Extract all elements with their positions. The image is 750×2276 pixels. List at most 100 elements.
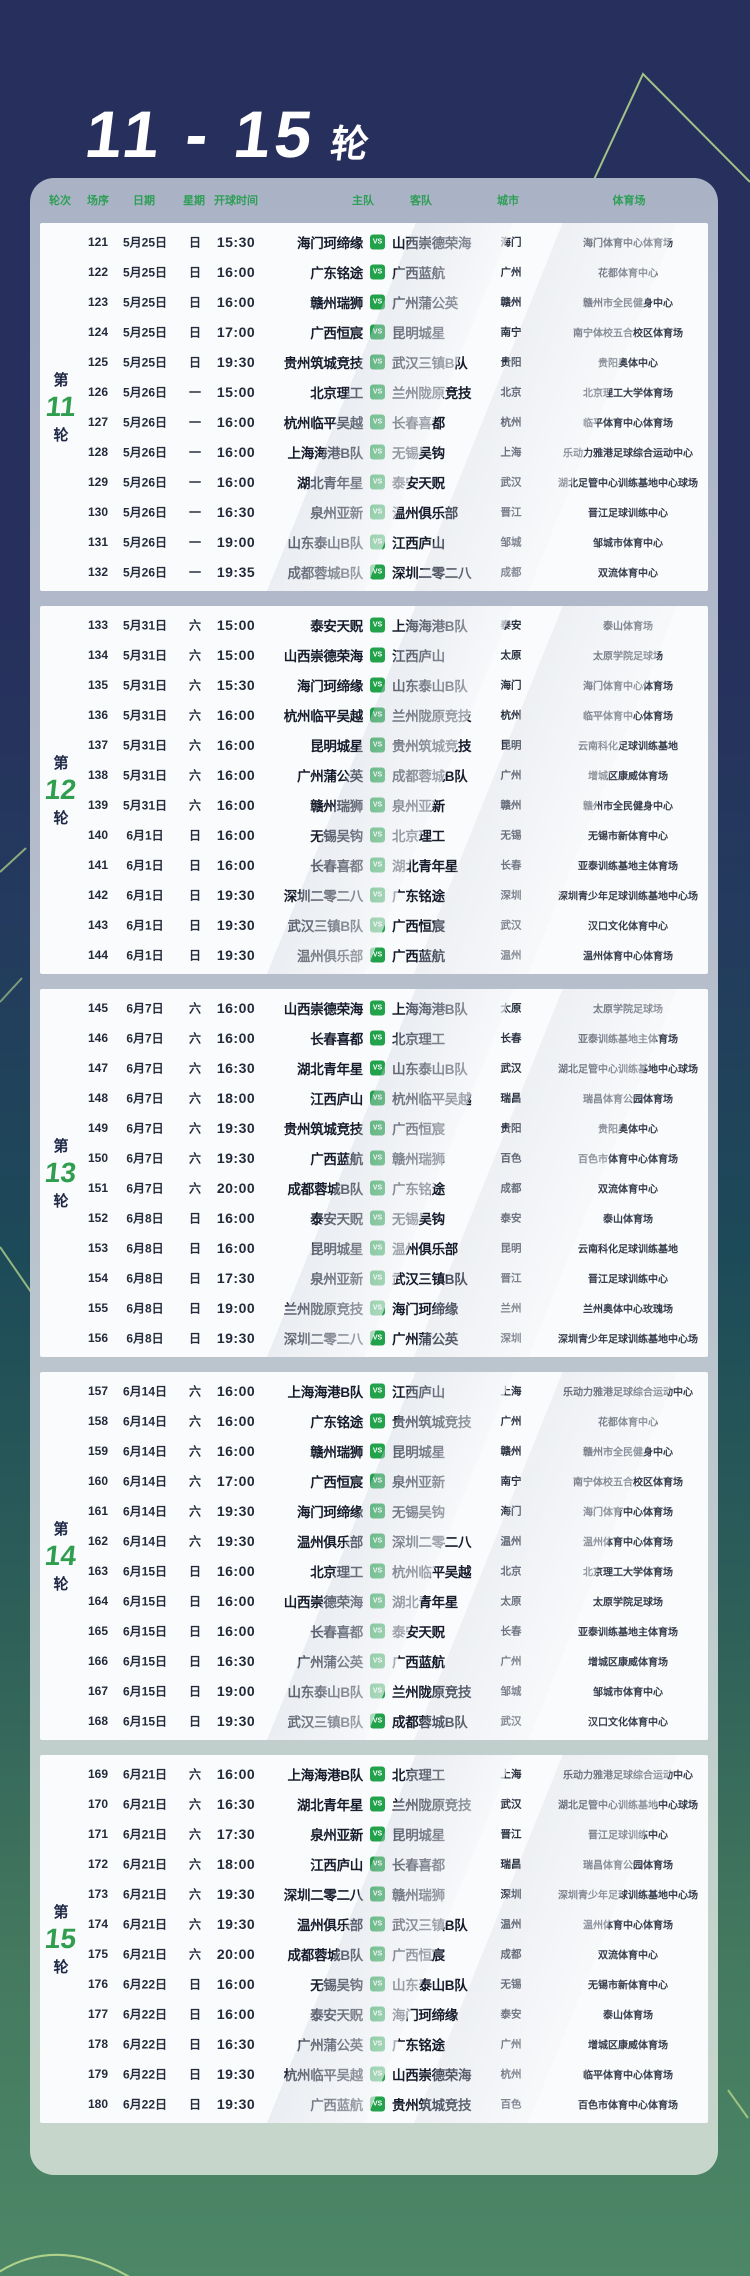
city: 杭州 [500,2068,522,2081]
city: 兰州 [500,1302,522,1315]
home-team: 江西庐山 [310,1092,363,1107]
city: 长春 [500,1625,522,1638]
match-row: 128 5月26日 一 16:00 上海海港B队 VS 无锡吴钩 上海 乐动力雅港足球综合运动中… [40,437,708,467]
match-date: 6月7日 [126,1151,164,1166]
match-weekday: 六 [188,1181,201,1196]
match-number: 173 [87,1887,109,1901]
city: 北京 [500,386,522,399]
match-weekday: 日 [188,355,201,370]
kickoff-time: 19:30 [216,947,256,963]
match-date: 5月26日 [122,535,168,550]
away-team: 贵州筑城竞技 [392,1415,472,1430]
kickoff-time: 16:00 [216,1976,256,1992]
match-row: 148 6月7日 六 18:00 江西庐山 VS 杭州临平吴越 瑞昌 瑞昌体育公园体育场 [40,1083,708,1113]
match-date: 6月14日 [122,1474,168,1489]
match-row: 133 5月31日 六 15:00 泰安天贶 VS 上海海港B队 泰安 泰山体育场 [40,610,708,640]
stadium: 温州体育中心体育场 [583,951,673,963]
match-weekday: 六 [188,1414,201,1429]
match-date: 5月26日 [122,475,168,490]
match-number: 177 [87,2007,109,2021]
match-number: 133 [87,618,109,632]
match-weekday: 六 [188,1534,201,1549]
vs-badge: VS [370,1683,385,1699]
home-team: 泰安天贶 [310,1212,363,1227]
stadium: 花都体育中心 [598,268,658,280]
match-weekday: 六 [188,708,201,723]
city: 广州 [500,2038,522,2051]
match-weekday: 六 [188,1384,201,1399]
match-date: 6月8日 [126,1211,164,1226]
home-team: 湖北青年星 [297,476,363,491]
kickoff-time: 19:30 [216,1150,256,1166]
round-label: 第 14 轮 [40,1372,82,1740]
home-team: 江西庐山 [310,1858,363,1873]
round-label-prefix: 第 [53,1138,69,1155]
match-date: 5月25日 [122,355,168,370]
away-team: 昆明城星 [392,1445,445,1460]
match-weekday: 一 [188,475,201,490]
match-date: 6月21日 [122,1947,168,1962]
vs-badge: VS [370,1766,385,1782]
home-team: 贵州筑城竞技 [283,1122,364,1137]
match-number: 153 [87,1241,109,1255]
away-team: 兰州陇原竞技 [392,1798,472,1813]
away-team: 广东铭途 [392,1182,445,1197]
kickoff-time: 19:30 [216,887,256,903]
home-team: 杭州临平吴越 [283,2068,364,2083]
round-block: 第 14 轮 157 6月14日六 16:00 上海海港B队 VS 江西庐山 上海 乐动力雅港足球综… [40,1372,708,1740]
stadium: 增城区康威体育场 [588,1657,668,1669]
round-block: 第 11 轮 121 5月25日日 15:30 海门珂缔缘 VS 山西崇德荣海 海门 海门体育中心体… [40,223,708,591]
match-date: 6月1日 [126,858,164,873]
match-row: 134 5月31日 六 15:00 山西崇德荣海 VS 江西庐山 太原 太原学院足球场 [40,640,708,670]
stadium: 增城区康威体育场 [588,2040,668,2052]
vs-badge: VS [370,1383,385,1399]
match-weekday: 一 [188,565,201,580]
kickoff-time: 16:30 [216,1060,256,1076]
city: 深圳 [500,889,522,902]
city: 武汉 [500,1062,522,1075]
stadium: 泰山体育场 [603,1214,653,1226]
round-block: 第 13 轮 145 6月7日六 16:00 山西崇德荣海 VS 上海海港B队 太原 太原学院足球场… [40,989,708,1357]
round-number: 12 [43,774,79,805]
match-row: 167 6月15日 日 19:00 山东泰山B队 VS 兰州陇原竞技 邹城 邹城市体育中心 [40,1676,708,1706]
home-team: 深圳二零二八 [283,1888,364,1903]
match-weekday: 六 [188,1001,201,1016]
home-team: 泰安天贶 [310,2008,363,2023]
home-team: 广西恒宸 [310,1475,363,1490]
round-block: 第 15 轮 169 6月21日六 16:00 上海海港B队 VS 北京理工 上海 乐动力雅港足球综… [40,1755,708,2123]
home-team: 山西崇德荣海 [283,1595,364,1610]
match-row: 164 6月15日 日 16:00 山西崇德荣海 VS 湖北青年星 太原 太原学院足球场 [40,1586,708,1616]
away-team: 杭州临平吴越 [392,1092,472,1107]
match-number: 163 [87,1564,109,1578]
stadium: 双流体育中心 [598,1950,658,1962]
match-row: 129 5月26日 一 16:00 湖北青年星 VS 泰安天贶 武汉 湖北足管中心训练基地中心球… [40,467,708,497]
vs-badge: VS [370,1563,385,1579]
home-team: 贵州筑城竞技 [283,356,364,371]
kickoff-time: 19:30 [216,2096,256,2112]
stadium: 南宁体校五合校区体育场 [573,328,683,340]
round-rows: 145 6月7日六 16:00 山西崇德荣海 VS 上海海港B队 太原 太原学院足球场 146 6… [40,993,708,1353]
match-row: 179 6月22日 日 19:30 杭州临平吴越 VS 山西崇德荣海 杭州 临平体育中心体育场 [40,2059,708,2089]
kickoff-time: 16:00 [216,1593,256,1609]
match-number: 149 [87,1121,109,1135]
city: 泰安 [500,2008,522,2021]
away-team: 武汉三镇B队 [392,1272,468,1287]
match-date: 6月7日 [126,1121,164,1136]
stadium: 深圳青少年足球训练基地中心场 [558,891,698,903]
match-date: 6月1日 [126,918,164,933]
stadium: 北京理工大学体育场 [583,1567,673,1579]
vs-badge: VS [370,2006,385,2022]
away-team: 海门珂缔缘 [392,2008,458,2023]
home-team: 泉州亚新 [310,1828,363,1843]
city: 百色 [500,1152,522,1165]
city: 南宁 [500,326,522,339]
match-weekday: 六 [188,1061,201,1076]
match-row: 158 6月14日 六 16:00 广东铭途 VS 贵州筑城竞技 广州 花都体育中心 [40,1406,708,1436]
vs-badge: VS [370,324,385,340]
away-team: 成都蓉城B队 [392,1715,468,1730]
stadium: 兰州奥体中心玫瑰场 [583,1304,673,1316]
home-team: 温州俱乐部 [297,1918,363,1933]
stadium: 南宁体校五合校区体育场 [573,1477,683,1489]
stadium: 瑞昌体育公园体育场 [583,1094,673,1106]
home-team: 海门珂缔缘 [297,679,363,694]
